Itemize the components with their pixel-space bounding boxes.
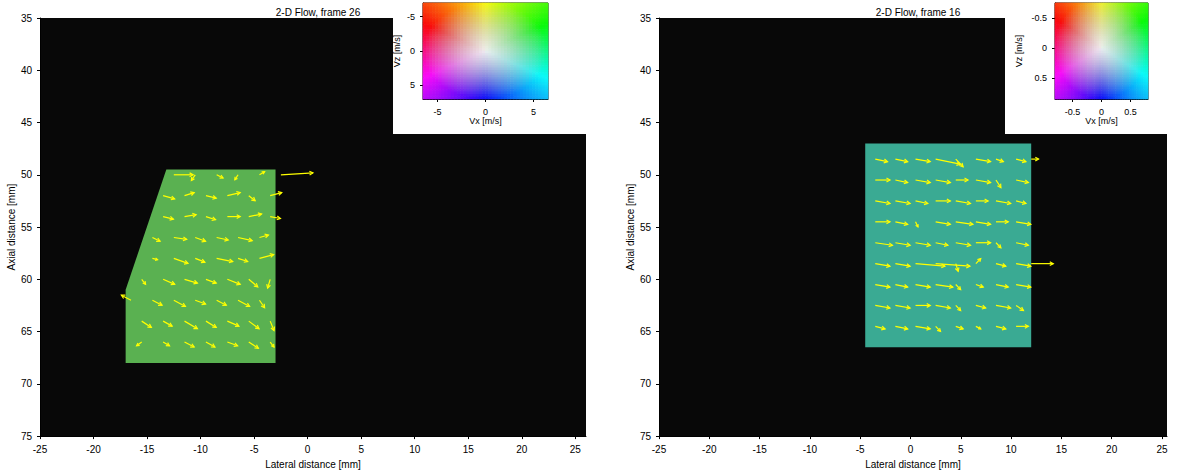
svg-text:65: 65: [21, 326, 33, 337]
svg-text:Vz [m/s]: Vz [m/s]: [1014, 35, 1024, 68]
svg-text:45: 45: [21, 117, 33, 128]
svg-text:60: 60: [21, 274, 33, 285]
svg-text:75: 75: [640, 431, 652, 442]
svg-text:35: 35: [640, 13, 652, 24]
svg-text:5: 5: [358, 444, 364, 455]
svg-text:10: 10: [1006, 444, 1018, 455]
svg-text:0: 0: [483, 107, 488, 117]
svg-text:5: 5: [958, 444, 964, 455]
svg-text:-25: -25: [652, 444, 667, 455]
svg-text:-5: -5: [250, 444, 259, 455]
svg-text:10: 10: [409, 444, 421, 455]
svg-text:2-D Flow, frame 26: 2-D Flow, frame 26: [276, 7, 361, 18]
svg-text:50: 50: [21, 169, 33, 180]
svg-text:-0.5: -0.5: [1031, 13, 1047, 23]
svg-text:0: 0: [305, 444, 311, 455]
svg-text:0: 0: [1042, 43, 1047, 53]
svg-text:70: 70: [640, 378, 652, 389]
svg-text:Lateral distance [mm]: Lateral distance [mm]: [865, 459, 961, 470]
svg-text:-25: -25: [33, 444, 48, 455]
svg-text:-15: -15: [140, 444, 155, 455]
svg-text:Vx [m/s]: Vx [m/s]: [1085, 116, 1118, 126]
svg-text:50: 50: [640, 169, 652, 180]
svg-text:-5: -5: [433, 107, 441, 117]
svg-text:15: 15: [463, 444, 475, 455]
svg-text:0: 0: [410, 46, 415, 56]
svg-text:Axial distance [mm]: Axial distance [mm]: [6, 183, 17, 270]
svg-text:60: 60: [640, 274, 652, 285]
svg-text:Lateral distance [mm]: Lateral distance [mm]: [265, 459, 361, 470]
svg-text:-20: -20: [702, 444, 717, 455]
svg-text:5: 5: [531, 107, 536, 117]
svg-text:-10: -10: [193, 444, 208, 455]
svg-text:20: 20: [516, 444, 528, 455]
svg-text:0: 0: [908, 444, 914, 455]
svg-text:Vz [m/s]: Vz [m/s]: [392, 35, 402, 68]
svg-text:0: 0: [1099, 107, 1104, 117]
svg-text:-5: -5: [407, 12, 415, 22]
svg-text:70: 70: [21, 378, 33, 389]
svg-text:15: 15: [1056, 444, 1068, 455]
svg-text:Axial distance [mm]: Axial distance [mm]: [625, 183, 636, 270]
svg-text:-5: -5: [856, 444, 865, 455]
svg-text:65: 65: [640, 326, 652, 337]
svg-text:2-D Flow, frame 16: 2-D Flow, frame 16: [876, 7, 961, 18]
svg-text:-15: -15: [752, 444, 767, 455]
svg-text:20: 20: [1106, 444, 1118, 455]
svg-text:25: 25: [570, 444, 582, 455]
svg-text:55: 55: [21, 222, 33, 233]
svg-text:35: 35: [21, 13, 33, 24]
svg-text:0.5: 0.5: [1124, 107, 1137, 117]
svg-text:-20: -20: [86, 444, 101, 455]
svg-text:-10: -10: [803, 444, 818, 455]
svg-text:45: 45: [640, 117, 652, 128]
svg-text:25: 25: [1156, 444, 1168, 455]
svg-text:Vx [m/s]: Vx [m/s]: [469, 116, 502, 126]
svg-text:5: 5: [410, 80, 415, 90]
svg-text:55: 55: [640, 222, 652, 233]
svg-text:40: 40: [640, 65, 652, 76]
svg-text:40: 40: [21, 65, 33, 76]
svg-text:-0.5: -0.5: [1065, 107, 1081, 117]
svg-text:0.5: 0.5: [1034, 73, 1047, 83]
svg-text:75: 75: [21, 431, 33, 442]
